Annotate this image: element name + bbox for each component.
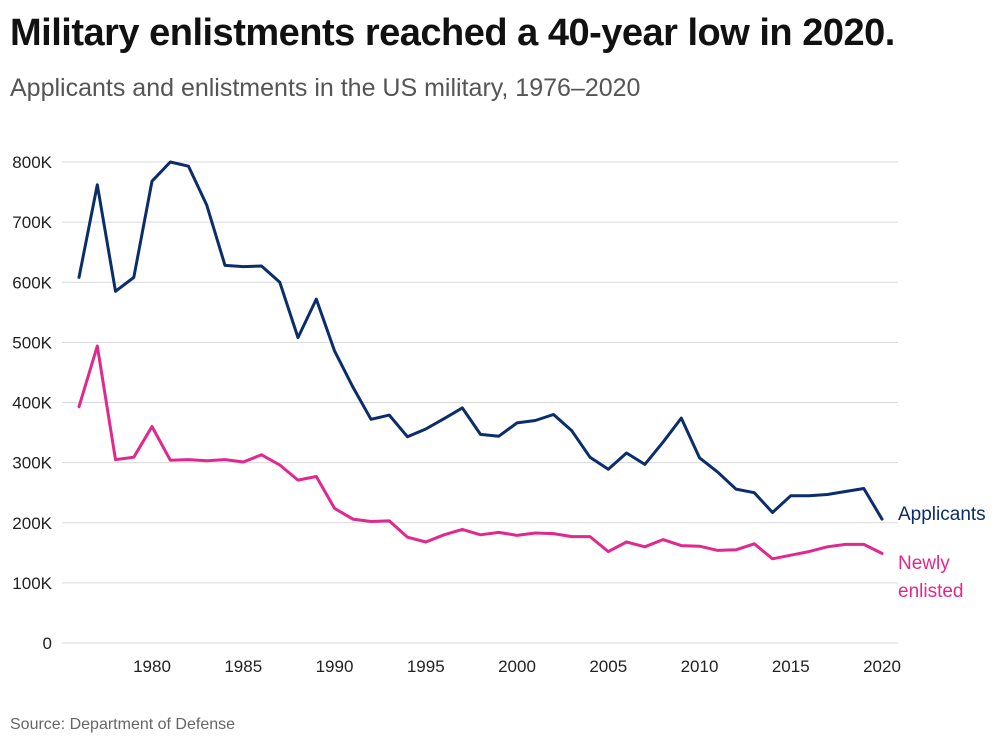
y-tick-label: 100K — [12, 574, 52, 593]
series-label: Newly — [898, 553, 950, 574]
source-note: Source: Department of Defense — [10, 716, 236, 733]
chart-title: Military enlistments reached a 40-year l… — [10, 12, 895, 54]
y-axis-labels: 0 100K 200K 300K 400K 500K 600K 700K 800K — [12, 153, 52, 653]
y-tick-label: 800K — [12, 153, 52, 172]
series-lines — [77, 160, 884, 561]
series-line-newly-enlisted — [77, 344, 884, 561]
chart-subtitle: Applicants and enlistments in the US mil… — [10, 74, 641, 102]
series-label: Applicants — [898, 504, 986, 525]
y-tick-label: 300K — [12, 454, 52, 473]
x-tick-label: 2020 — [863, 657, 901, 676]
series-line-applicants — [77, 160, 884, 521]
x-axis-labels: 1980 1985 1990 1995 2000 2005 2010 2015 2020 — [133, 657, 901, 676]
x-tick-label: 1990 — [316, 657, 354, 676]
y-tick-label: 700K — [12, 213, 52, 232]
series-labels: Applicants Newly enlisted — [898, 504, 986, 602]
series-label: enlisted — [898, 581, 964, 602]
x-tick-label: 2000 — [498, 657, 536, 676]
gridlines — [62, 161, 898, 644]
x-tick-label: 2015 — [772, 657, 810, 676]
x-tick-label: 1995 — [407, 657, 445, 676]
y-tick-label: 0 — [43, 634, 52, 653]
y-tick-label: 600K — [12, 273, 52, 292]
x-tick-label: 1980 — [133, 657, 171, 676]
x-tick-label: 2010 — [681, 657, 719, 676]
x-tick-label: 1985 — [224, 657, 262, 676]
y-tick-label: 400K — [12, 394, 52, 413]
y-tick-label: 200K — [12, 514, 52, 533]
x-tick-label: 2005 — [589, 657, 627, 676]
y-tick-label: 500K — [12, 333, 52, 352]
